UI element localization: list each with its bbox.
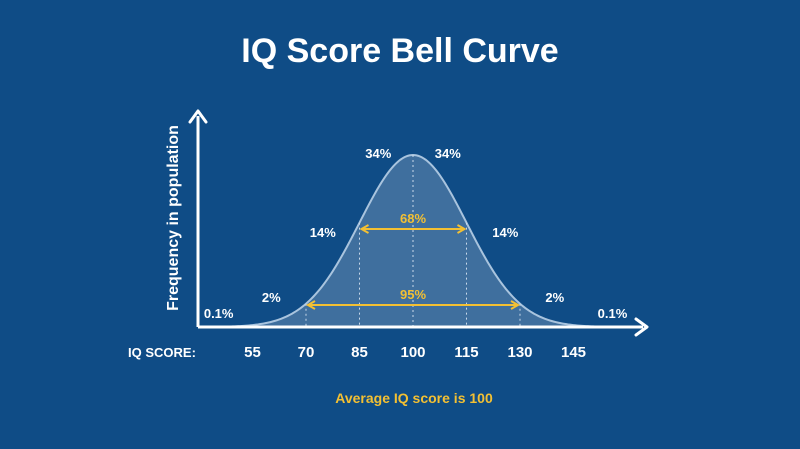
segment-percent-label: 14%	[492, 225, 518, 240]
segment-percent-label: 2%	[545, 290, 564, 305]
average-score-note: Average IQ score is 100	[335, 390, 493, 406]
y-axis-arrow-icon	[188, 109, 208, 124]
segment-percent-label: 0.1%	[598, 306, 628, 321]
plot-layer: 55 70 85 100 115 130 145 0.1% 2% 14% 34% 34% 14% 2% 0.…	[188, 109, 649, 361]
x-tick-label: 100	[400, 344, 425, 361]
segment-percent-label: 14%	[310, 225, 336, 240]
x-tick-label: 55	[244, 344, 261, 361]
range-label: 95%	[400, 287, 426, 302]
x-tick-label: 115	[454, 344, 478, 361]
range-label: 68%	[400, 211, 426, 226]
x-tick-label: 70	[298, 344, 315, 361]
segment-percent-label: 34%	[435, 146, 461, 161]
x-tick-label: 130	[507, 344, 532, 361]
x-tick-label: 85	[351, 344, 368, 361]
range-right-arrow-icon	[457, 224, 467, 234]
range-95-percent: 95%	[305, 287, 521, 310]
segment-percent-label: 34%	[365, 146, 391, 161]
y-axis-label: Frequency in population	[165, 125, 182, 311]
x-tick-label: 145	[561, 344, 586, 361]
x-axis-arrow-icon	[634, 317, 649, 337]
segment-percent-label: 0.1%	[204, 306, 234, 321]
chart-title: IQ Score Bell Curve	[241, 32, 558, 70]
range-right-arrow-icon	[510, 300, 521, 310]
range-left-arrow-icon	[305, 300, 316, 310]
x-axis-prefix: IQ SCORE:	[128, 345, 196, 360]
range-68-percent: 68%	[359, 211, 467, 234]
range-left-arrow-icon	[359, 224, 369, 234]
segment-percent-label: 2%	[262, 290, 281, 305]
